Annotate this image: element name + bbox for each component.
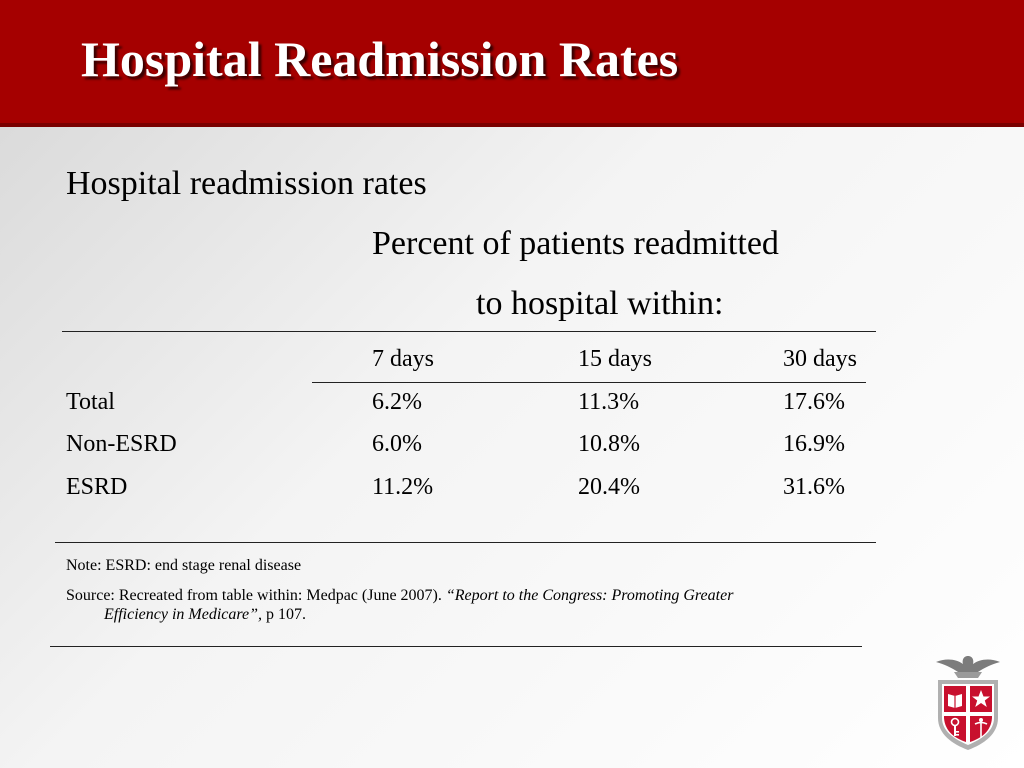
table-group-header-line2: to hospital within:: [476, 285, 724, 322]
table-bottom-rule: [55, 542, 876, 543]
source-prefix: Source: Recreated from table within: Med…: [66, 587, 446, 604]
row-label-non-esrd: Non-ESRD: [66, 431, 177, 457]
table-top-rule: [62, 331, 876, 332]
table-cell: 6.0%: [372, 431, 422, 457]
row-label-esrd: ESRD: [66, 474, 128, 500]
source-line-2: Efficiency in Medicare”, p 107.: [104, 606, 306, 624]
column-header-7-days: 7 days: [372, 346, 434, 372]
table-cell: 6.2%: [372, 389, 422, 415]
subheading: Hospital readmission rates: [66, 165, 427, 202]
source-suffix: p 107.: [262, 606, 307, 623]
source-line-1: Source: Recreated from table within: Med…: [66, 587, 733, 605]
column-header-15-days: 15 days: [578, 346, 652, 372]
source-title-part-1: “Report to the Congress: Promoting Great…: [445, 587, 734, 604]
table-cell: 10.8%: [578, 431, 640, 457]
table-group-header-line1: Percent of patients readmitted: [372, 225, 779, 262]
table-cell: 20.4%: [578, 474, 640, 500]
footnote-esrd: Note: ESRD: end stage renal disease: [66, 557, 302, 574]
table-cell: 16.9%: [783, 431, 845, 457]
source-title-part-2: Efficiency in Medicare”,: [104, 606, 263, 623]
column-header-30-days: 30 days: [783, 346, 857, 372]
title-bar-rule: [0, 123, 1024, 127]
university-seal-icon: [936, 656, 1000, 750]
table-cell: 11.2%: [372, 474, 434, 500]
table-cell: 17.6%: [783, 389, 845, 415]
table-cell: 31.6%: [783, 474, 845, 500]
slide-title: Hospital Readmission Rates: [81, 31, 679, 87]
footer-rule: [50, 646, 862, 647]
table-cell: 11.3%: [578, 389, 640, 415]
title-bar: [0, 0, 1024, 123]
column-header-rule: [312, 382, 866, 383]
row-label-total: Total: [66, 389, 115, 415]
